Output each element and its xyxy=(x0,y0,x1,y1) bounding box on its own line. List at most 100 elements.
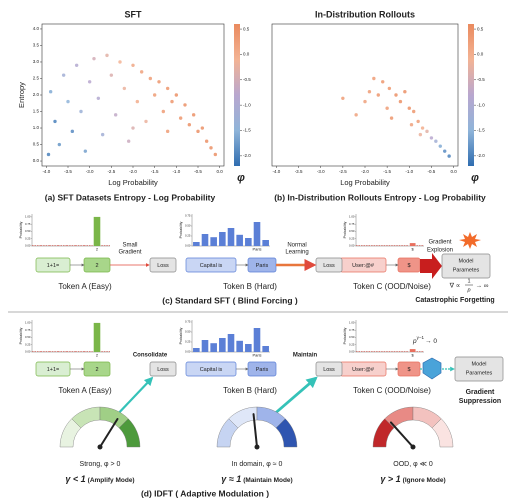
gauge-hub xyxy=(97,444,103,450)
scatter-point xyxy=(187,123,192,127)
mini-y-label: Probability xyxy=(179,221,183,238)
scatter-point xyxy=(92,56,96,61)
scatter-point xyxy=(79,109,83,114)
mini-y-tick-label: 1.00 xyxy=(349,215,355,219)
plot-frame xyxy=(271,23,459,167)
arrow-label: Maintain xyxy=(293,353,318,359)
mini-y-tick-label: 1.00 xyxy=(25,321,31,325)
modulation-arrow xyxy=(113,376,154,419)
scatter-point xyxy=(209,146,213,150)
mini-y-tick-label: 0.75 xyxy=(349,222,355,226)
scatter-point xyxy=(161,109,166,114)
model-text: Parametes xyxy=(453,267,480,273)
probability-bar xyxy=(253,222,261,246)
suppression-formula: pγ−1→ 0 xyxy=(412,335,437,345)
arrow-label: Gradient xyxy=(118,250,141,256)
scatter-point xyxy=(191,113,196,117)
probability-bar xyxy=(219,232,226,246)
mini-y-tick-label: 0.00 xyxy=(185,244,191,248)
colorbar-tick-label: -1.5 xyxy=(243,128,251,133)
mini-y-tick-label: 0.75 xyxy=(25,222,31,226)
colorbar xyxy=(468,24,474,166)
scatter-point xyxy=(170,99,174,104)
gauge-needle xyxy=(252,413,258,448)
input-box-text: 1+1= xyxy=(47,263,60,269)
gauge-mode: γ > 1 (Ignore Mode) xyxy=(380,474,445,484)
x-tick-label: -0.5 xyxy=(194,169,202,174)
colorbar-tick-label: -2.0 xyxy=(243,153,251,158)
scatter-point xyxy=(434,139,438,143)
loss-box-text: Loss xyxy=(157,263,169,269)
output-box-text: 2 xyxy=(95,263,98,269)
x-tick-label: -1.0 xyxy=(405,169,413,174)
colorbar-tick-label: -0.5 xyxy=(243,77,251,82)
scatter-point xyxy=(409,123,414,127)
mini-y-tick-label: 0.25 xyxy=(25,342,31,346)
caption: (d) IDFT ( Adaptive Modulation ) xyxy=(141,488,269,498)
gauge-mode: γ < 1 (Amplify Mode) xyxy=(65,474,134,484)
mini-axis xyxy=(355,320,424,353)
output-box-text: 2 xyxy=(95,367,98,373)
mini-category-label: $ xyxy=(412,353,415,358)
mini-y-tick-label: 0.75 xyxy=(185,320,191,324)
explosion-arrow xyxy=(420,253,442,279)
scatter-point xyxy=(407,106,411,110)
mini-y-tick-label: 0.25 xyxy=(185,234,191,238)
probability-bar xyxy=(93,216,101,246)
mini-y-tick-label: 1.00 xyxy=(25,215,31,219)
y-tick-label: 1.0 xyxy=(33,125,40,130)
scatter-point xyxy=(412,109,416,114)
scatter-point xyxy=(165,129,170,134)
token-name: Token A (Easy) xyxy=(58,282,112,291)
scatter-point xyxy=(66,99,70,104)
probability-bar xyxy=(201,234,209,246)
scatter-point xyxy=(87,80,92,84)
mini-y-tick-label: 0.00 xyxy=(185,350,191,354)
x-tick-label: -4.0 xyxy=(42,169,50,174)
modulation-arrow xyxy=(271,376,318,418)
caption: (b) In-Distribution Rollouts Entropy - L… xyxy=(274,192,486,202)
scatter-point xyxy=(70,129,75,134)
gauge-mode-name: (Amplify Mode) xyxy=(88,477,135,484)
scatter-point xyxy=(376,93,380,97)
arrow-label: Small xyxy=(122,243,137,249)
loss-box-text: Loss xyxy=(157,367,169,373)
outcome: Catastrophic Forgetting xyxy=(415,297,494,304)
arrow-label: Consolidate xyxy=(133,353,168,359)
y-tick-label: 3.0 xyxy=(33,59,40,64)
colorbar-tick-label: -1.0 xyxy=(243,102,251,107)
scatter-point xyxy=(341,96,345,101)
probability-bar xyxy=(253,328,261,352)
token-name: Token A (Easy) xyxy=(58,386,112,395)
colorbar-tick-label: -0.5 xyxy=(477,77,485,82)
scatter-point xyxy=(96,96,101,101)
x-tick-label: -3.5 xyxy=(64,169,72,174)
gauge-hub xyxy=(410,444,416,450)
scatter-point xyxy=(105,53,109,58)
mini-category-label: $ xyxy=(412,247,415,252)
output-box-text: Paris xyxy=(256,367,269,373)
scatter-point xyxy=(398,99,403,104)
y-tick-label: 1.5 xyxy=(33,109,40,114)
colorbar-tick-label: -1.0 xyxy=(477,102,485,107)
y-tick-label: 4.0 xyxy=(33,26,40,31)
x-tick-label: -2.0 xyxy=(361,169,369,174)
probability-bar xyxy=(409,243,416,246)
x-tick-label: -3.5 xyxy=(295,169,303,174)
output-box-text: Paris xyxy=(256,263,269,269)
scatter-point xyxy=(135,99,140,104)
formula-part: p xyxy=(412,338,417,345)
gauge-gamma: γ > 1 xyxy=(380,474,400,484)
x-tick-label: 0.0 xyxy=(450,169,457,174)
y-axis-label: Entropy xyxy=(17,82,26,108)
probability-bar xyxy=(245,344,252,352)
scatter-point xyxy=(148,76,153,81)
outcome: Suppression xyxy=(459,398,501,405)
x-tick-label: -1.0 xyxy=(172,169,180,174)
probability-bar xyxy=(227,334,235,352)
x-tick-label: -2.0 xyxy=(129,169,137,174)
scatter-point xyxy=(213,152,218,157)
scatter-point xyxy=(389,116,394,120)
scatter-point xyxy=(139,70,144,74)
scatter-point xyxy=(46,152,51,157)
